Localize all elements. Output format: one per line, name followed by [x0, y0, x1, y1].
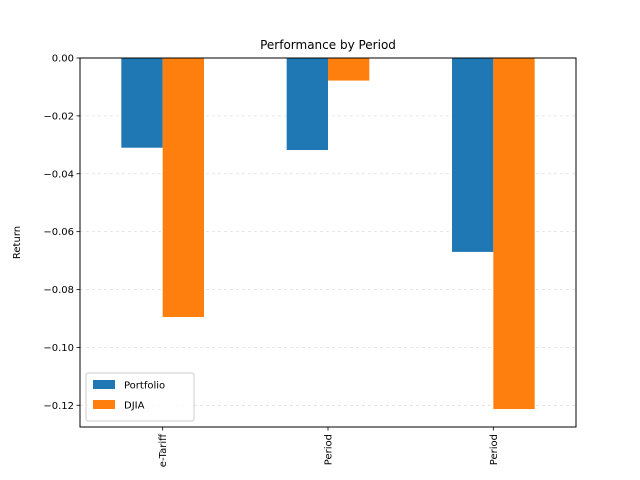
chart-title: Performance by Period — [260, 38, 396, 52]
x-tick-label: Period — [324, 434, 335, 465]
x-tick-label: e-Tariff — [158, 433, 169, 467]
bar-djia-1 — [162, 58, 204, 318]
legend-swatch-portfolio — [93, 380, 115, 389]
bar-portfolio-2 — [286, 58, 328, 151]
y-tick-label: −0.04 — [43, 169, 74, 180]
y-tick-label: −0.02 — [43, 111, 74, 122]
legend-label-portfolio: Portfolio — [124, 381, 165, 392]
y-tick-label: −0.10 — [43, 343, 74, 354]
y-axis: 0.00 −0.02 −0.04 −0.06 −0.08 −0.10 −0.12 — [43, 54, 80, 412]
legend-label-djia: DJIA — [124, 401, 145, 412]
y-tick-label: −0.06 — [43, 227, 74, 238]
y-tick-label: −0.08 — [43, 285, 74, 296]
legend-swatch-djia — [93, 400, 115, 409]
y-tick-label: 0.00 — [52, 54, 74, 65]
y-tick-label: −0.12 — [43, 401, 74, 412]
x-axis: e-Tariff Period Period — [158, 427, 500, 467]
bar-portfolio-3 — [452, 58, 494, 252]
x-tick-label: Period — [489, 434, 500, 465]
bar-djia-2 — [328, 58, 370, 81]
y-axis-label: Return — [12, 226, 23, 259]
bars — [121, 58, 535, 410]
legend: Portfolio DJIA — [85, 372, 195, 422]
bar-djia-3 — [493, 58, 535, 410]
bar-portfolio-1 — [121, 58, 163, 148]
